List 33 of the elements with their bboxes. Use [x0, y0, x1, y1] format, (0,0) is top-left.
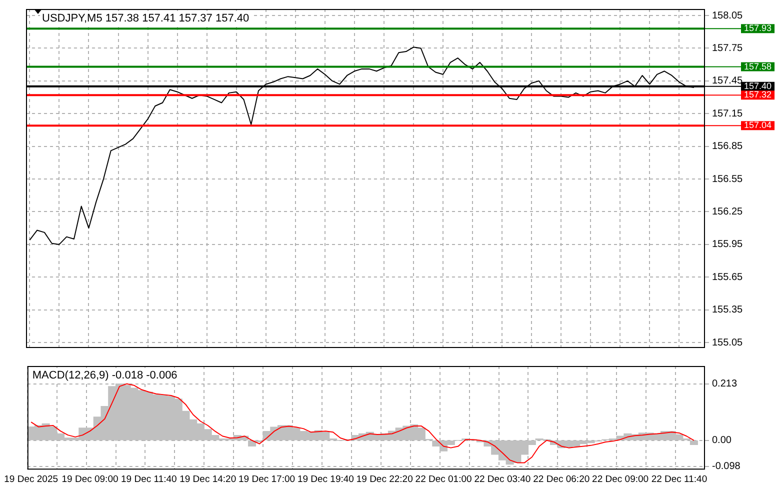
x-tick-label: 19 Dec 2025 [4, 474, 58, 485]
chart-title: USDJPY,M5 157.38 157.41 157.37 157.40 [42, 12, 250, 25]
ref-line-label: 157.04 [744, 120, 772, 130]
ref-line-label: 157.58 [744, 61, 772, 72]
y-tick-label: 157.15 [712, 108, 744, 120]
x-tick-label: 19 Dec 14:20 [180, 474, 236, 485]
y-tick-label: -0.098 [712, 461, 741, 472]
y-tick-label: 157.75 [712, 42, 744, 54]
y-tick-label: 155.35 [712, 304, 744, 316]
x-tick-label: 22 Dec 11:40 [651, 474, 708, 485]
x-tick-label: 22 Dec 03:40 [474, 474, 531, 485]
y-tick-label: 156.85 [712, 141, 744, 152]
y-tick-label: 157.45 [712, 76, 744, 87]
y-tick-label: 156.25 [712, 206, 744, 218]
x-tick-label: 19 Dec 11:40 [121, 474, 177, 485]
ref-line-label: 157.40 [744, 80, 772, 91]
x-tick-label: 19 Dec 09:00 [62, 474, 118, 485]
x-tick-label: 22 Dec 09:00 [592, 474, 649, 485]
y-tick-label: 155.95 [712, 239, 744, 250]
x-tick-label: 22 Dec 01:00 [415, 474, 472, 485]
x-tick-label: 19 Dec 22:20 [356, 474, 413, 485]
y-tick-label: 0.00 [712, 435, 732, 446]
x-tick-label: 22 Dec 06:20 [533, 474, 590, 485]
x-tick-label: 19 Dec 17:00 [238, 474, 296, 485]
y-tick-label: 156.55 [712, 174, 744, 185]
ref-line-label: 157.32 [744, 90, 772, 100]
chart-title: MACD(12,26,9) -0.018 -0.006 [32, 370, 178, 382]
y-tick-label: 0.213 [712, 378, 738, 390]
y-tick-label: 155.05 [712, 337, 744, 348]
ref-line-label: 157.93 [744, 23, 772, 34]
x-tick-label: 19 Dec 19:40 [297, 474, 354, 485]
y-tick-label: 158.05 [712, 10, 744, 22]
y-tick-label: 155.65 [712, 272, 744, 283]
